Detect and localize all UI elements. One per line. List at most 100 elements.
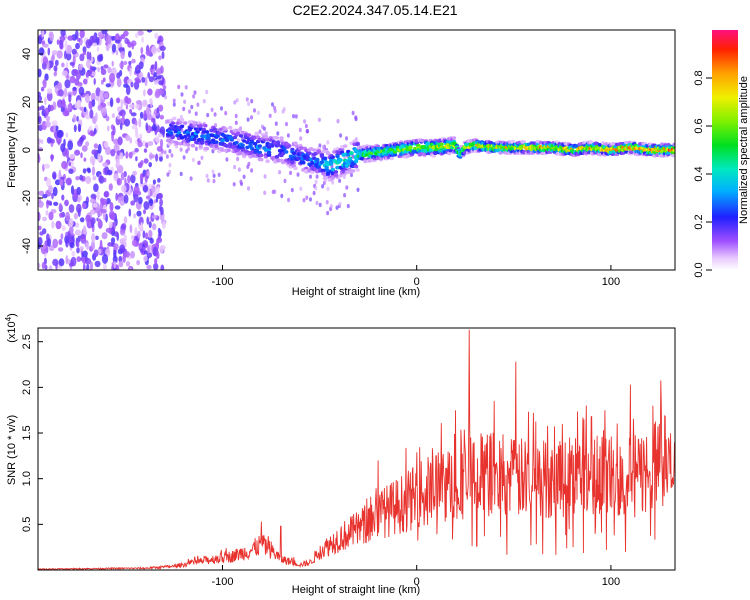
- heatmap-cell: [42, 194, 48, 199]
- heatmap-cell: [147, 245, 150, 254]
- heatmap-cell: [38, 68, 42, 78]
- heatmap-cell: [58, 258, 65, 267]
- colorbar-tick-label: 0.2: [693, 214, 705, 229]
- x-tick-label: -100: [211, 576, 233, 588]
- heatmap-cell: [100, 209, 107, 214]
- heatmap-cell: [182, 106, 186, 112]
- heatmap-cell: [68, 93, 72, 103]
- heatmap-cell: [119, 122, 123, 131]
- heatmap-cell: [240, 143, 245, 148]
- heatmap-cell: [106, 197, 111, 205]
- heatmap-cell: [346, 149, 351, 154]
- heatmap-cell: [38, 106, 42, 111]
- heatmap-cell: [75, 71, 81, 80]
- heatmap-cell: [235, 98, 239, 103]
- heatmap-cell: [142, 101, 148, 107]
- heatmap-cell: [179, 117, 185, 122]
- heatmap-cell: [139, 111, 144, 119]
- heatmap-cell: [262, 126, 266, 131]
- heatmap-cell: [238, 134, 244, 138]
- heatmap-cell: [355, 168, 360, 172]
- heatmap-cell: [133, 185, 140, 195]
- heatmap-cell: [97, 54, 103, 62]
- heatmap-cell: [151, 45, 157, 55]
- heatmap-cell: [73, 212, 78, 220]
- heatmap-cell: [197, 138, 202, 142]
- heatmap-cell: [307, 151, 312, 156]
- snr-panel: -100 0 100 0.5 1.0 1.5 2.0 2.5 Height of strai…: [4, 313, 676, 596]
- heatmap-cell: [188, 109, 191, 114]
- heatmap-cell: [170, 121, 175, 125]
- heatmap-cell: [179, 171, 183, 177]
- heatmap-cell: [93, 78, 96, 85]
- heatmap-cell: [68, 204, 75, 213]
- heatmap-cell: [237, 167, 241, 172]
- heatmap-cell: [46, 238, 52, 247]
- heatmap-cell: [172, 116, 177, 121]
- heatmap-cell: [317, 117, 321, 123]
- heatmap-cell: [76, 186, 81, 196]
- heatmap-cell: [91, 99, 96, 107]
- heatmap-cell: [64, 79, 71, 89]
- heatmap-cell: [138, 61, 144, 70]
- heatmap-cell: [91, 149, 98, 156]
- heatmap-cell: [82, 250, 88, 258]
- heatmap-cell: [159, 156, 163, 162]
- heatmap-cell: [67, 140, 74, 151]
- heatmap-cell: [186, 139, 191, 143]
- heatmap-cell: [80, 234, 87, 244]
- heatmap-cell: [105, 83, 112, 88]
- x-tick-label: -100: [211, 276, 233, 288]
- heatmap-cell: [200, 134, 205, 139]
- heatmap-cell: [43, 163, 51, 169]
- heatmap-cell: [113, 243, 119, 251]
- heatmap-cell: [85, 114, 91, 120]
- heatmap-cell: [134, 148, 139, 153]
- heatmap-cell: [82, 46, 87, 53]
- heatmap-cell: [130, 174, 136, 184]
- heatmap-cell: [61, 98, 66, 108]
- heatmap-cell: [109, 72, 116, 83]
- heatmap-cell: [57, 99, 63, 108]
- heatmap-cell: [353, 159, 359, 164]
- figure-title: C2E2.2024.347.05.14.E21: [292, 2, 458, 18]
- heatmap-cell: [48, 265, 53, 270]
- heatmap-cell: [46, 200, 52, 205]
- x-tick-label: 0: [414, 276, 420, 288]
- heatmap-cell: [126, 97, 132, 105]
- heatmap-cell: [72, 114, 77, 123]
- heatmap-cell: [57, 82, 61, 90]
- heatmap-cell: [350, 172, 353, 178]
- heatmap-cell: [158, 55, 162, 61]
- heatmap-cell: [89, 130, 94, 137]
- heatmap-cell: [49, 31, 54, 42]
- heatmap-cell: [38, 211, 41, 222]
- heatmap-cell: [263, 174, 267, 179]
- heatmap-cell: [284, 150, 289, 154]
- heatmap-cell: [178, 142, 183, 146]
- heatmap-cell: [83, 157, 87, 162]
- heatmap-cell: [121, 184, 127, 193]
- spectrogram-y-axis-label: Frequency (Hz): [6, 112, 18, 188]
- heatmap-cell: [91, 166, 96, 176]
- heatmap-cell: [119, 244, 125, 253]
- heatmap-cell: [80, 152, 83, 159]
- y-tick-label: 0: [21, 147, 33, 153]
- heatmap-cell: [304, 166, 309, 171]
- heatmap-cell: [86, 263, 90, 270]
- heatmap-cell: [53, 201, 59, 206]
- heatmap-cell: [70, 256, 77, 267]
- colorbar-tick-label: 0.0: [693, 262, 705, 277]
- heatmap-cell: [64, 87, 68, 98]
- heatmap-cell: [164, 95, 168, 100]
- heatmap-cell: [349, 151, 354, 155]
- heatmap-cell: [192, 94, 196, 99]
- heatmap-cell: [140, 248, 144, 253]
- heatmap-cell: [38, 111, 41, 118]
- heatmap-cell: [389, 156, 394, 161]
- heatmap-cell: [79, 174, 83, 181]
- heatmap-cell: [133, 213, 137, 219]
- heatmap-cell: [136, 260, 140, 266]
- heatmap-cell: [157, 88, 164, 95]
